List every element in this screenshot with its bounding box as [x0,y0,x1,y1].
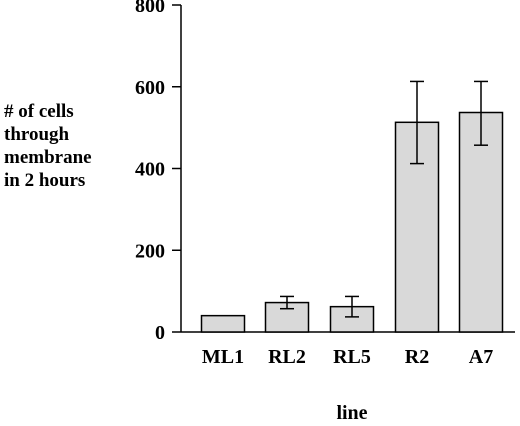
x-tick-label: RL5 [333,346,371,368]
y-tick-label: 200 [135,240,165,262]
x-tick-label: RL2 [268,346,306,368]
x-axis-tick-labels: ML1 RL2 RL5 R2 A7 [202,346,493,368]
x-axis-title: line [336,402,367,424]
y-axis-ticks: 0 200 400 600 800 [135,0,181,344]
error-bars [280,80,488,318]
y-axis-title-line-4: in 2 hours [4,170,86,191]
y-tick-label: 800 [135,0,165,17]
y-axis-title-line-3: membrane [4,147,92,168]
x-tick-label: ML1 [202,346,244,368]
y-tick-label: 400 [135,159,165,181]
x-tick-label: A7 [469,346,493,368]
x-tick-label: R2 [405,346,429,368]
y-axis-title-line-1: # of cells [4,101,74,122]
bar [200,314,246,333]
y-tick-label: 600 [135,77,165,99]
y-axis-title-line-2: through [4,124,70,145]
y-tick-label: 0 [155,322,165,344]
